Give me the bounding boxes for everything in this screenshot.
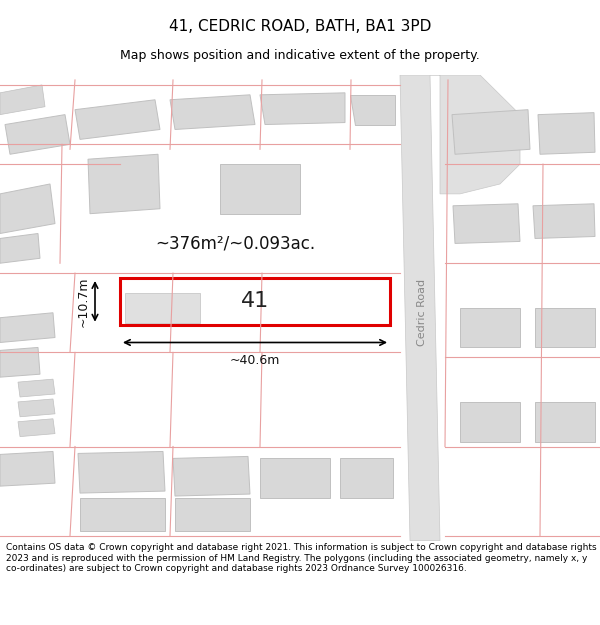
Polygon shape <box>0 451 55 486</box>
Polygon shape <box>452 109 530 154</box>
Polygon shape <box>5 114 70 154</box>
Text: ~10.7m: ~10.7m <box>77 276 90 327</box>
Polygon shape <box>340 458 393 498</box>
Polygon shape <box>80 498 165 531</box>
Polygon shape <box>453 204 520 243</box>
Polygon shape <box>535 402 595 441</box>
Polygon shape <box>0 348 40 377</box>
Polygon shape <box>170 95 255 129</box>
Polygon shape <box>78 451 165 493</box>
Text: ~40.6m: ~40.6m <box>230 354 280 367</box>
Text: Map shows position and indicative extent of the property.: Map shows position and indicative extent… <box>120 49 480 62</box>
Polygon shape <box>460 402 520 441</box>
Polygon shape <box>460 308 520 348</box>
Text: Cedric Road: Cedric Road <box>417 279 427 346</box>
Polygon shape <box>260 458 330 498</box>
Polygon shape <box>173 456 250 496</box>
Polygon shape <box>18 379 55 397</box>
Polygon shape <box>0 312 55 342</box>
Bar <box>120 278 390 324</box>
Polygon shape <box>350 95 395 124</box>
Polygon shape <box>0 184 55 234</box>
Polygon shape <box>88 154 160 214</box>
Text: Contains OS data © Crown copyright and database right 2021. This information is : Contains OS data © Crown copyright and d… <box>6 543 596 573</box>
Polygon shape <box>220 164 300 214</box>
Polygon shape <box>75 100 160 139</box>
Polygon shape <box>430 75 520 194</box>
Polygon shape <box>175 498 250 531</box>
Polygon shape <box>533 204 595 239</box>
Polygon shape <box>538 112 595 154</box>
Polygon shape <box>18 399 55 417</box>
Polygon shape <box>18 419 55 437</box>
Polygon shape <box>260 93 345 124</box>
Text: 41: 41 <box>241 291 269 311</box>
Polygon shape <box>0 85 45 114</box>
Polygon shape <box>125 293 200 322</box>
Text: 41, CEDRIC ROAD, BATH, BA1 3PD: 41, CEDRIC ROAD, BATH, BA1 3PD <box>169 19 431 34</box>
Text: ~376m²/~0.093ac.: ~376m²/~0.093ac. <box>155 234 315 253</box>
Polygon shape <box>0 234 40 263</box>
Polygon shape <box>535 308 595 348</box>
Polygon shape <box>400 75 440 541</box>
